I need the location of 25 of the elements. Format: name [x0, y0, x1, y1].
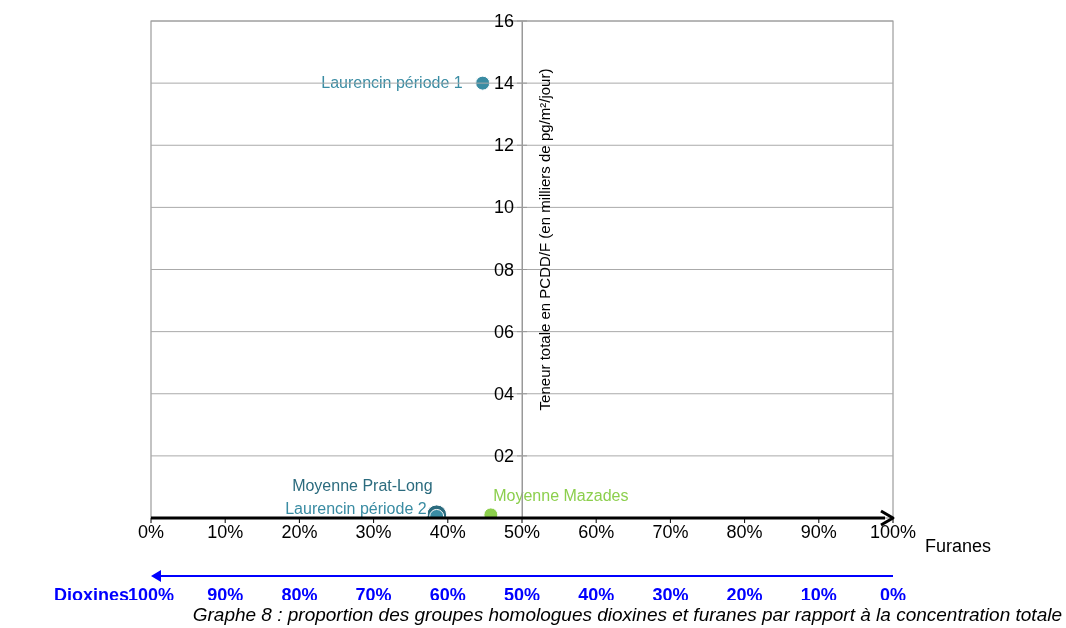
y-tick-label: 12 — [493, 135, 514, 156]
x-tick-label: 30% — [355, 521, 392, 542]
x-tick-label: 40% — [429, 521, 466, 542]
x-tick-label: 100% — [869, 521, 917, 542]
y-tick-label: 02 — [493, 445, 514, 466]
y-axis-title: Teneur totale en PCDD/F (en milliers de pg/m²/jour) — [536, 68, 553, 411]
x-tick-label: 0% — [137, 521, 165, 542]
series-label: Laurencin période 1 — [321, 74, 463, 92]
x-tick-label: 10% — [207, 521, 244, 542]
series-label: Laurencin période 2 — [285, 500, 427, 518]
x-tick-label: 90% — [800, 521, 837, 542]
y-tick-label: 10 — [493, 197, 514, 218]
y-tick-label: 06 — [493, 321, 514, 342]
y-tick-label: 16 — [493, 11, 514, 31]
y-tick-label: 14 — [493, 73, 514, 94]
text: Graphe 8 : proportion des groupes homologues dioxines et furanes par rapport à la concentration totale — [191, 604, 1062, 626]
x-tick-label: 20% — [281, 521, 318, 542]
x-tick-label: 70% — [652, 521, 689, 542]
y-tick-label: 08 — [493, 259, 514, 280]
x-tick-label: 60% — [578, 521, 615, 542]
x-tick-label: 50% — [503, 521, 541, 542]
y-tick-label: 04 — [493, 383, 514, 404]
x-axis-title: Furanes — [925, 536, 992, 556]
series-label: Moyenne Prat-Long — [292, 476, 433, 494]
x-tick-label: 80% — [726, 521, 763, 542]
